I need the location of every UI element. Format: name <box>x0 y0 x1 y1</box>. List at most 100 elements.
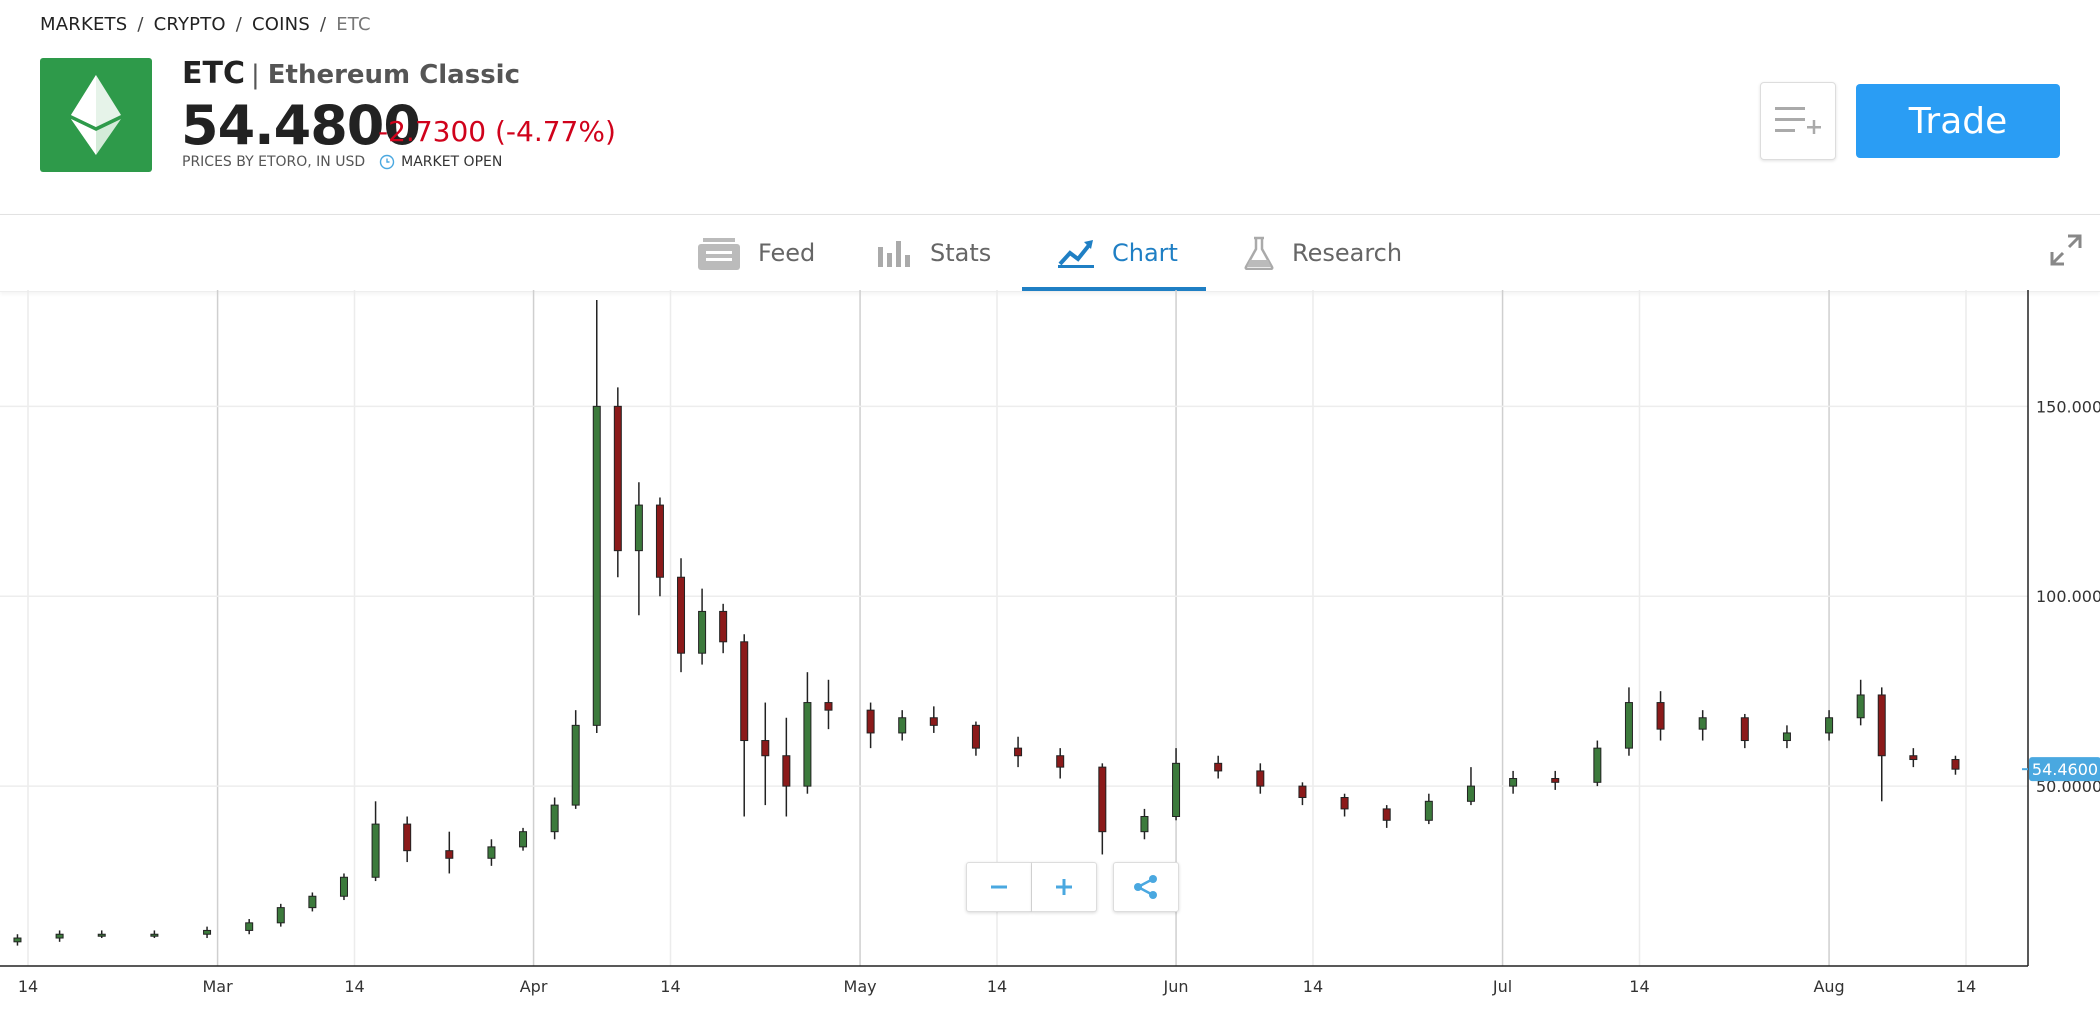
candle-body <box>1740 717 1749 742</box>
active-tab-indicator <box>1022 287 1206 291</box>
candle-body <box>1909 755 1918 761</box>
feed-icon <box>698 236 740 270</box>
instrument-header: ETC | Ethereum Classic <box>182 56 521 91</box>
x-tick-label: Apr <box>520 977 548 996</box>
current-price-label: 54.4600 <box>2032 760 2098 779</box>
candle-body <box>1098 766 1107 833</box>
candle-body <box>1551 778 1560 783</box>
zoom-out-button[interactable] <box>966 862 1032 912</box>
candle-body <box>571 724 580 806</box>
candle-body <box>1382 808 1391 821</box>
candle-body <box>203 929 212 935</box>
x-tick-label: 14 <box>344 977 364 996</box>
x-tick-label: May <box>844 977 877 996</box>
zoom-in-button[interactable] <box>1032 862 1097 912</box>
candle-body <box>403 823 412 852</box>
candle-body <box>1172 762 1181 817</box>
candle-body <box>1256 770 1265 787</box>
x-tick-label: Jul <box>1492 977 1512 996</box>
x-tick-label: Mar <box>202 977 233 996</box>
y-tick-label: 150.0000 <box>2036 397 2100 416</box>
share-icon <box>1134 875 1157 899</box>
candle-body <box>150 933 159 937</box>
minus-icon <box>991 885 1007 889</box>
tab-research[interactable]: Research <box>1244 215 1402 291</box>
tab-chart[interactable]: Chart <box>1058 215 1178 291</box>
candle-body <box>740 641 749 742</box>
breadcrumb: MARKETS / CRYPTO / COINS / ETC <box>40 14 371 35</box>
candle-body <box>698 610 707 654</box>
candle-body <box>803 702 812 787</box>
tab-feed-label: Feed <box>758 239 816 267</box>
candle-body <box>245 922 254 931</box>
price-change: -2.7300 (-4.77%) <box>378 115 616 148</box>
candle-body <box>55 933 64 939</box>
candle-body <box>761 740 770 757</box>
x-tick-label: 14 <box>660 977 680 996</box>
candle-body <box>1624 702 1633 749</box>
price-meta: PRICES BY ETORO, IN USD MARKET OPEN <box>182 154 502 170</box>
instrument-price: 54.4800 <box>181 94 421 157</box>
candle-body <box>898 717 907 734</box>
x-tick-label: 14 <box>1956 977 1976 996</box>
price-chart[interactable]: 14Mar14Apr14May14Jun14Jul14Aug14Sept1415… <box>0 290 2100 1006</box>
x-tick-label: 14 <box>1303 977 1323 996</box>
candle-body <box>1214 762 1223 772</box>
stats-icon <box>878 239 912 267</box>
candle-body <box>824 702 833 711</box>
instrument-symbol: ETC <box>182 56 245 91</box>
candle-body <box>13 937 22 943</box>
candle-body <box>1424 800 1433 821</box>
chart-icon <box>1058 238 1094 268</box>
candle-body <box>487 846 496 859</box>
candle-body <box>276 907 285 924</box>
breadcrumb-coins[interactable]: COINS <box>252 14 310 35</box>
candle-body <box>1509 778 1518 787</box>
candle-body <box>371 823 380 878</box>
candle-body <box>613 405 622 552</box>
tab-feed[interactable]: Feed <box>698 215 815 291</box>
ethereum-diamond-icon <box>71 75 121 155</box>
candle-body <box>677 576 686 654</box>
candle-body <box>1056 755 1065 768</box>
candle-body <box>308 895 317 909</box>
market-status: MARKET OPEN <box>379 154 502 170</box>
x-tick-label: 14 <box>987 977 1007 996</box>
instrument-name: Ethereum Classic <box>267 60 521 90</box>
candle-body <box>97 933 106 937</box>
candle-body <box>592 405 601 726</box>
x-tick-label: Aug <box>1813 977 1844 996</box>
candle-body <box>550 804 559 833</box>
share-button[interactable] <box>1113 862 1179 912</box>
candle-body <box>445 850 454 859</box>
y-tick-label: 50.0000 <box>2036 777 2100 796</box>
flask-icon <box>1244 236 1274 270</box>
fullscreen-icon[interactable] <box>2050 234 2082 270</box>
candle-body <box>1856 694 1865 719</box>
candle-body <box>655 504 664 578</box>
x-tick-label: 14 <box>1629 977 1649 996</box>
candle-body <box>634 504 643 552</box>
candle-body <box>971 724 980 749</box>
candle-body <box>1656 702 1665 730</box>
candle-body <box>339 876 348 897</box>
tab-stats[interactable]: Stats <box>878 215 991 291</box>
trade-button[interactable]: Trade <box>1856 84 2060 158</box>
list-add-icon <box>1775 107 1821 134</box>
candle-body <box>1825 717 1834 734</box>
candle-body <box>1340 797 1349 810</box>
candle-body <box>1951 759 1960 770</box>
breadcrumb-current: ETC <box>336 14 371 35</box>
current-price-tag <box>2029 757 2100 782</box>
clock-icon <box>379 154 395 170</box>
candle-body <box>782 755 791 787</box>
chart-controls <box>966 862 1179 912</box>
add-to-watchlist-button[interactable] <box>1760 82 1836 160</box>
candle-body <box>1593 747 1602 783</box>
tab-bar: Feed Stats Chart Research <box>0 214 2100 292</box>
breadcrumb-crypto[interactable]: CRYPTO <box>153 14 226 35</box>
breadcrumb-markets[interactable]: MARKETS <box>40 14 128 35</box>
candle-body <box>1698 717 1707 730</box>
candlestick-chart[interactable]: 14Mar14Apr14May14Jun14Jul14Aug14Sept1415… <box>0 290 2100 1006</box>
tab-chart-label: Chart <box>1112 239 1178 267</box>
